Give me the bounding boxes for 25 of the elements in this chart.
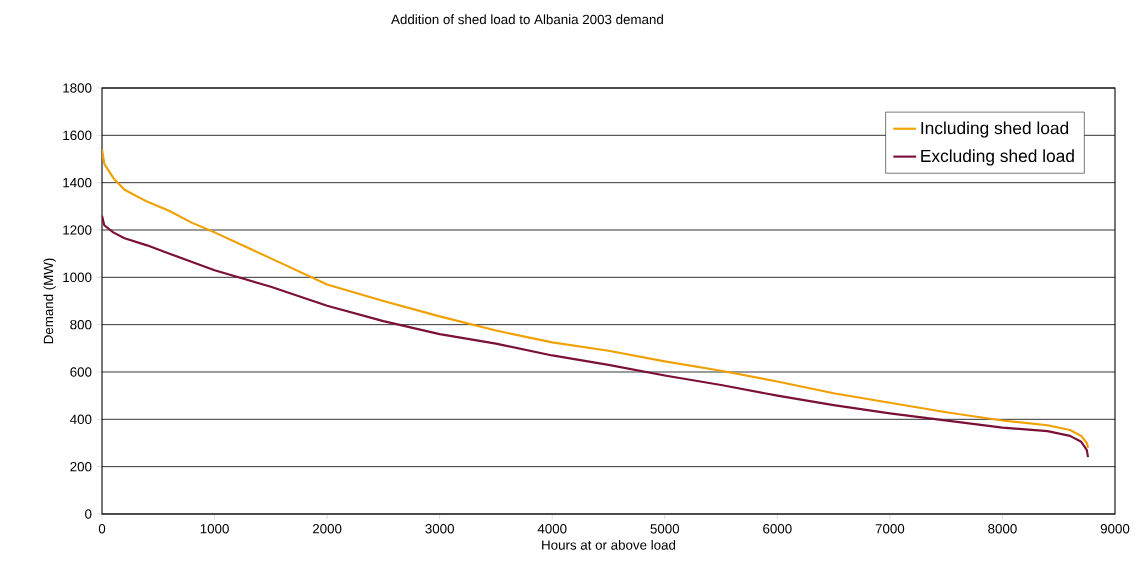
- y-tick-label: 800: [70, 319, 92, 330]
- legend-label: Excluding shed load: [921, 149, 1074, 166]
- x-tick-label: 8000: [988, 524, 1017, 534]
- x-tick-label: 7000: [875, 524, 905, 534]
- y-tick-label: 600: [70, 367, 92, 377]
- chart-title: Addition of shed load to Albania 2003 demand: [391, 14, 663, 25]
- y-tick-label: 1000: [63, 272, 92, 283]
- x-tick-label: 3000: [425, 524, 454, 534]
- x-tick-label: 6000: [763, 524, 792, 534]
- x-tick-label: 2000: [312, 524, 342, 534]
- y-tick-label: 1600: [63, 130, 92, 141]
- x-tick-label: 5000: [650, 524, 680, 534]
- y-tick-label: 1800: [63, 83, 92, 93]
- y-axis-title: Demand (MW): [43, 258, 56, 344]
- x-tick-label: 1000: [200, 524, 229, 534]
- x-tick-label: 9000: [1100, 524, 1130, 534]
- legend-label: Including shed load: [921, 121, 1069, 138]
- y-tick-label: 1400: [63, 177, 92, 188]
- x-tick-label: 4000: [537, 524, 567, 534]
- y-tick-label: 1200: [63, 225, 92, 235]
- y-tick-label: 200: [70, 461, 92, 472]
- x-tick-label: 0: [98, 524, 106, 534]
- y-tick-label: 400: [70, 414, 92, 425]
- y-tick-label: 0: [85, 509, 92, 519]
- x-axis-title: Hours at or above load: [542, 539, 676, 550]
